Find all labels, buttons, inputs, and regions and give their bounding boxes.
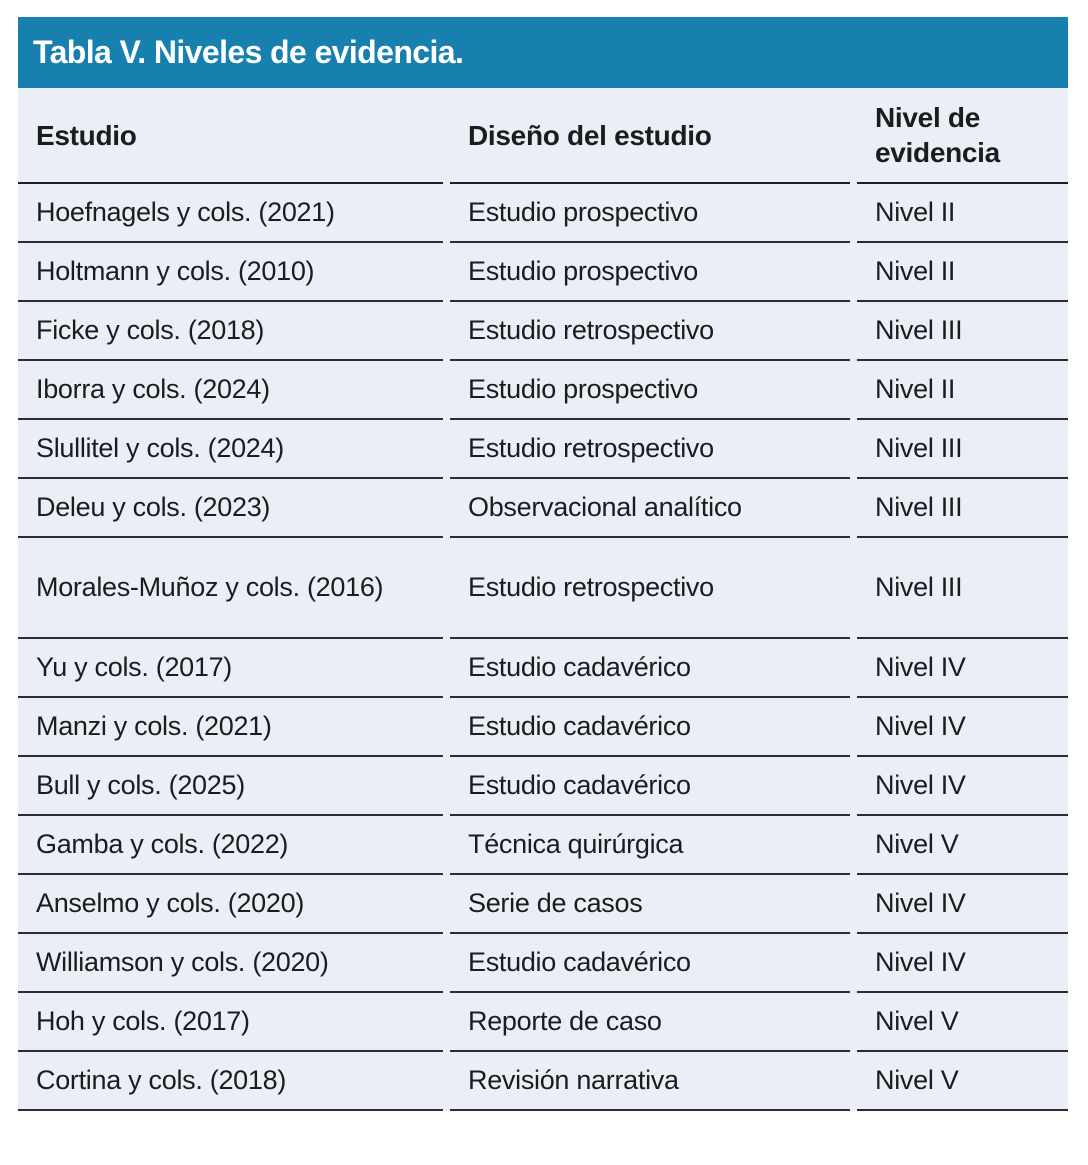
design-cell: Estudio prospectivo	[450, 243, 850, 302]
table-row: Deleu y cols. (2023) Observacional analí…	[18, 479, 1068, 538]
column-header-nivel: Nivel de evidencia	[857, 88, 1068, 184]
design-cell: Estudio cadavérico	[450, 698, 850, 757]
study-cell: Deleu y cols. (2023)	[18, 479, 443, 538]
table-row: Hoefnagels y cols. (2021) Estudio prospe…	[18, 184, 1068, 243]
table-row: Holtmann y cols. (2010) Estudio prospect…	[18, 243, 1068, 302]
level-cell: Nivel IV	[857, 639, 1068, 698]
table-title-bar: Tabla V. Niveles de evidencia.	[18, 17, 1068, 88]
table-row: Slullitel y cols. (2024) Estudio retrosp…	[18, 420, 1068, 479]
table-row: Yu y cols. (2017) Estudio cadavérico Niv…	[18, 639, 1068, 698]
level-cell: Nivel V	[857, 993, 1068, 1052]
design-cell: Estudio cadavérico	[450, 639, 850, 698]
table-row: Morales-Muñoz y cols. (2016) Estudio ret…	[18, 538, 1068, 639]
study-cell: Manzi y cols. (2021)	[18, 698, 443, 757]
study-cell: Morales-Muñoz y cols. (2016)	[18, 538, 443, 639]
level-cell: Nivel II	[857, 184, 1068, 243]
study-cell: Cortina y cols. (2018)	[18, 1052, 443, 1111]
level-cell: Nivel III	[857, 538, 1068, 639]
study-cell: Hoh y cols. (2017)	[18, 993, 443, 1052]
study-cell: Slullitel y cols. (2024)	[18, 420, 443, 479]
design-cell: Serie de casos	[450, 875, 850, 934]
study-cell: Williamson y cols. (2020)	[18, 934, 443, 993]
evidence-table: Tabla V. Niveles de evidencia. Estudio D…	[18, 17, 1068, 1111]
table-row: Ficke y cols. (2018) Estudio retrospecti…	[18, 302, 1068, 361]
level-cell: Nivel II	[857, 243, 1068, 302]
study-cell: Holtmann y cols. (2010)	[18, 243, 443, 302]
study-cell: Iborra y cols. (2024)	[18, 361, 443, 420]
design-cell: Estudio retrospectivo	[450, 302, 850, 361]
design-cell: Estudio cadavérico	[450, 757, 850, 816]
table-row: Gamba y cols. (2022) Técnica quirúrgica …	[18, 816, 1068, 875]
level-cell: Nivel IV	[857, 757, 1068, 816]
design-cell: Observacional analítico	[450, 479, 850, 538]
table-row: Anselmo y cols. (2020) Serie de casos Ni…	[18, 875, 1068, 934]
design-cell: Técnica quirúrgica	[450, 816, 850, 875]
column-header-diseno: Diseño del estudio	[450, 88, 850, 184]
study-cell: Ficke y cols. (2018)	[18, 302, 443, 361]
level-cell: Nivel V	[857, 816, 1068, 875]
study-cell: Hoefnagels y cols. (2021)	[18, 184, 443, 243]
table-row: Bull y cols. (2025) Estudio cadavérico N…	[18, 757, 1068, 816]
study-cell: Anselmo y cols. (2020)	[18, 875, 443, 934]
table-header-row: Estudio Diseño del estudio Nivel de evid…	[18, 88, 1068, 184]
design-cell: Estudio cadavérico	[450, 934, 850, 993]
table-row: Manzi y cols. (2021) Estudio cadavérico …	[18, 698, 1068, 757]
level-cell: Nivel IV	[857, 875, 1068, 934]
design-cell: Estudio retrospectivo	[450, 538, 850, 639]
design-cell: Revisión narrativa	[450, 1052, 850, 1111]
column-header-estudio: Estudio	[18, 88, 443, 184]
table-body: Estudio Diseño del estudio Nivel de evid…	[18, 88, 1068, 1111]
design-cell: Reporte de caso	[450, 993, 850, 1052]
table-row: Cortina y cols. (2018) Revisión narrativ…	[18, 1052, 1068, 1111]
table-row: Williamson y cols. (2020) Estudio cadavé…	[18, 934, 1068, 993]
design-cell: Estudio prospectivo	[450, 184, 850, 243]
level-cell: Nivel III	[857, 420, 1068, 479]
level-cell: Nivel V	[857, 1052, 1068, 1111]
level-cell: Nivel III	[857, 479, 1068, 538]
level-cell: Nivel IV	[857, 934, 1068, 993]
table-row: Hoh y cols. (2017) Reporte de caso Nivel…	[18, 993, 1068, 1052]
level-cell: Nivel II	[857, 361, 1068, 420]
table-row: Iborra y cols. (2024) Estudio prospectiv…	[18, 361, 1068, 420]
level-cell: Nivel III	[857, 302, 1068, 361]
design-cell: Estudio prospectivo	[450, 361, 850, 420]
study-cell: Gamba y cols. (2022)	[18, 816, 443, 875]
design-cell: Estudio retrospectivo	[450, 420, 850, 479]
level-cell: Nivel IV	[857, 698, 1068, 757]
table-title: Tabla V. Niveles de evidencia.	[33, 34, 464, 70]
study-cell: Yu y cols. (2017)	[18, 639, 443, 698]
study-cell: Bull y cols. (2025)	[18, 757, 443, 816]
